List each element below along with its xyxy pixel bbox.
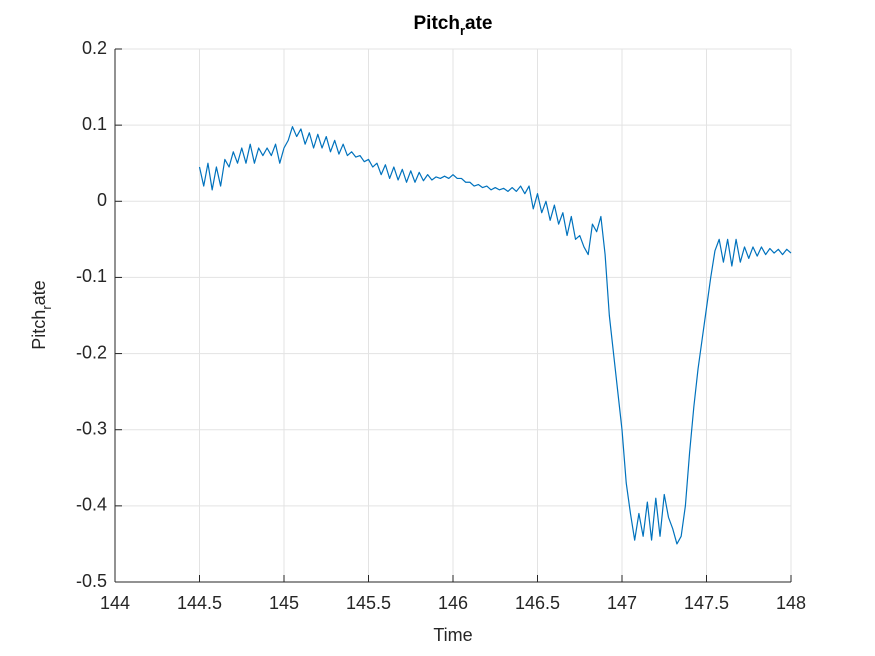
x-tick-label: 146.5: [515, 593, 560, 613]
y-tick-label: -0.3: [76, 418, 107, 438]
title-part: Pitch: [414, 13, 460, 34]
y-tick-label: 0: [97, 190, 107, 210]
x-tick-label: 144.5: [177, 593, 222, 613]
ylabel-subscript: r: [39, 305, 54, 310]
data-line: [198, 126, 792, 545]
chart-title: Pitchrate: [414, 13, 493, 38]
y-tick-label: -0.1: [76, 266, 107, 286]
title-part: ate: [465, 13, 492, 34]
x-axis-label: Time: [433, 625, 472, 645]
ylabel-part: Pitch: [29, 310, 49, 350]
x-tick-label: 148: [776, 593, 806, 613]
x-tick-label: 145.5: [346, 593, 391, 613]
y-axis-label: Pitchrate: [29, 280, 54, 349]
y-tick-label: -0.2: [76, 342, 107, 362]
y-tick-label: 0.1: [82, 114, 107, 134]
x-tick-label: 147: [607, 593, 637, 613]
x-tick-label: 146: [438, 593, 468, 613]
title-subscript: r: [460, 23, 465, 38]
y-tick-label: -0.4: [76, 495, 107, 515]
y-tick-label: 0.2: [82, 38, 107, 58]
y-tick-label: -0.5: [76, 571, 107, 591]
x-tick-label: 145: [269, 593, 299, 613]
x-tick-label: 147.5: [684, 593, 729, 613]
ylabel-part: ate: [29, 280, 49, 305]
x-tick-label: 144: [100, 593, 130, 613]
